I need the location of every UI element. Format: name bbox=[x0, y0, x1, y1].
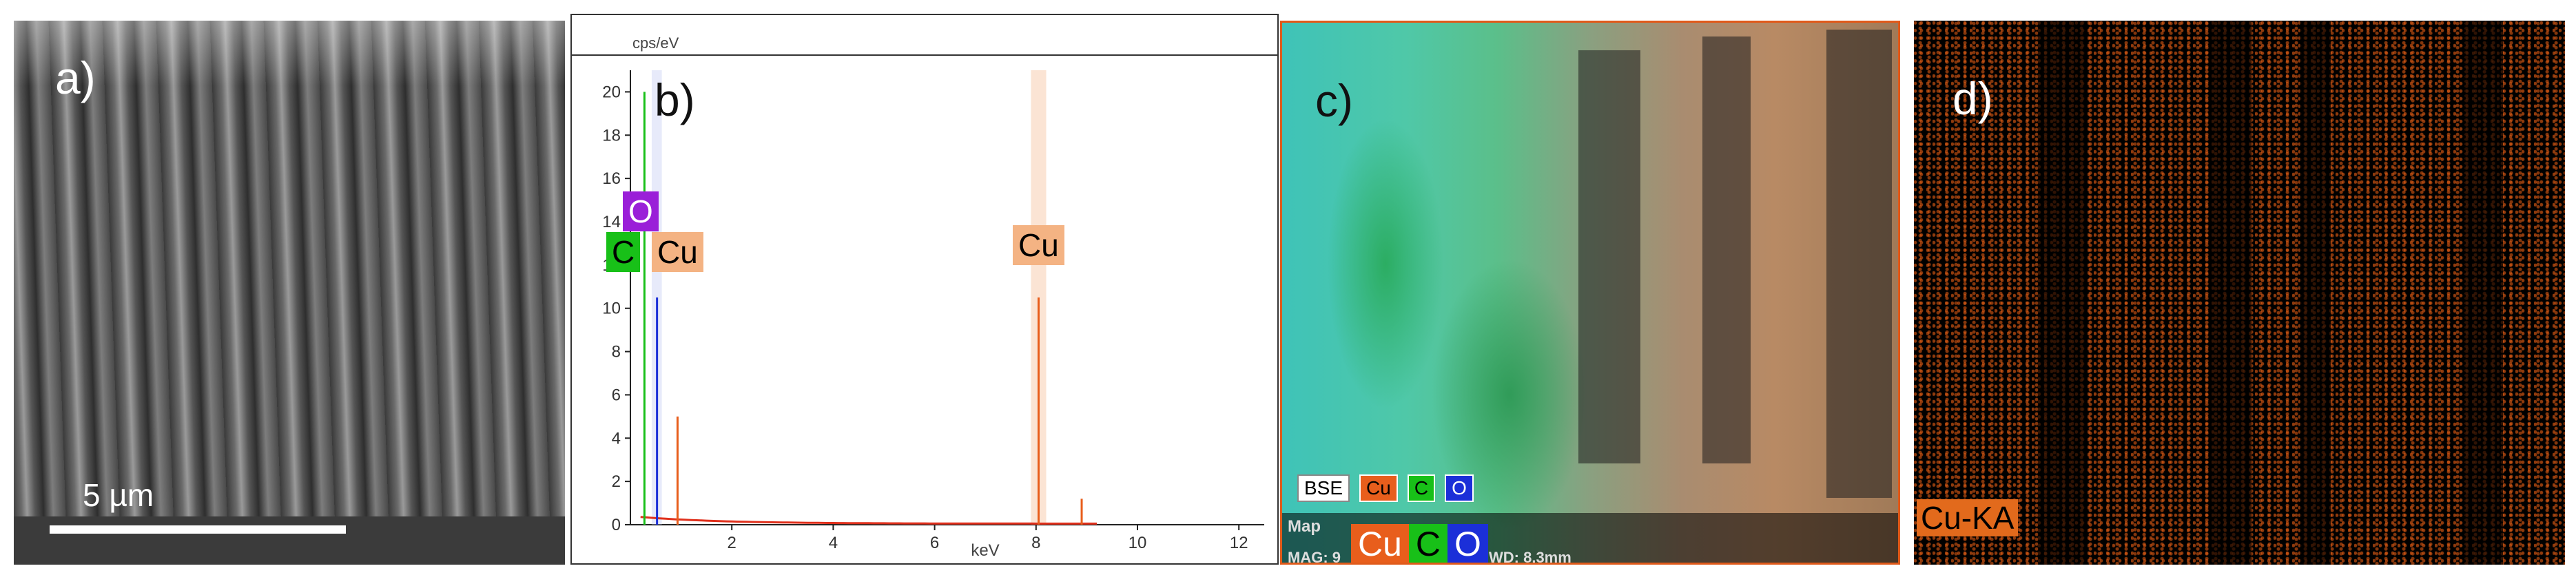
x-tick-label: 4 bbox=[829, 534, 838, 552]
dark-stripe bbox=[2300, 21, 2331, 565]
y-tick-label: 18 bbox=[602, 126, 621, 145]
background-continuum bbox=[640, 516, 1098, 525]
x-tick-label: 6 bbox=[930, 534, 939, 552]
peak-tag-cu-k: Cu bbox=[1013, 225, 1064, 265]
x-tick-label: 8 bbox=[1031, 534, 1040, 552]
working-distance-label: WD: 8.3mm bbox=[1489, 549, 1572, 565]
legend-chip-c: C bbox=[1407, 474, 1436, 502]
dark-stripe bbox=[2210, 21, 2252, 565]
peak-tag-c: C bbox=[606, 232, 641, 272]
element-line-label: Cu-KA bbox=[1917, 499, 2019, 536]
y-tick-label: 16 bbox=[602, 169, 621, 188]
map-mode-label: Map bbox=[1288, 517, 1321, 536]
panel-label-d: d) bbox=[1952, 73, 1993, 124]
eds-map-overlay-panel: c) BSE Cu C O Map MAG: 9 WD: 8.3mm Cu C … bbox=[1280, 21, 1900, 565]
magnification-label: MAG: 9 bbox=[1288, 549, 1341, 565]
x-axis-label: keV bbox=[971, 541, 999, 560]
shadow-band bbox=[1702, 36, 1751, 463]
y-tick-label: 20 bbox=[602, 83, 621, 101]
peak-tag-cu-l: Cu bbox=[652, 232, 703, 272]
dark-stripe bbox=[2465, 21, 2503, 565]
y-tick-label: 14 bbox=[602, 213, 621, 231]
y-tick-label: 8 bbox=[612, 343, 621, 362]
element-tag-o: O bbox=[1447, 524, 1488, 563]
legend-chip-bse: BSE bbox=[1297, 474, 1350, 502]
sem-image-panel: a) 5 µm bbox=[14, 21, 565, 565]
scale-bar bbox=[50, 525, 346, 534]
y-tick-label: 10 bbox=[602, 300, 621, 318]
x-tick-label: 12 bbox=[1230, 534, 1248, 552]
shadow-band bbox=[1578, 50, 1640, 463]
x-tick-label: 2 bbox=[728, 534, 736, 552]
y-tick-label: 6 bbox=[612, 386, 621, 404]
panel-label-c: c) bbox=[1315, 75, 1353, 126]
scale-bar-label: 5 µm bbox=[83, 477, 154, 513]
legend-chip-o: O bbox=[1445, 474, 1474, 502]
y-tick-label: 2 bbox=[612, 472, 621, 491]
y-tick-label: 0 bbox=[612, 516, 621, 534]
cu-ka-map-panel: d) Cu-KA bbox=[1914, 21, 2565, 565]
panel-label-a: a) bbox=[55, 52, 96, 103]
y-unit-label: cps/eV bbox=[632, 34, 679, 52]
y-tick-label: 4 bbox=[612, 429, 621, 448]
element-tag-cu: Cu bbox=[1351, 524, 1409, 563]
eds-spectrum-panel: cps/eV keV 0246810121416182024681012 b) … bbox=[570, 14, 1279, 565]
panel-label-b: b) bbox=[655, 74, 695, 125]
shadow-band bbox=[1826, 30, 1892, 498]
peak-tag-o: O bbox=[623, 191, 659, 231]
channel-legend: BSE Cu C O bbox=[1297, 474, 1474, 502]
dark-stripe bbox=[2038, 21, 2086, 565]
spectrum-chart: cps/eV keV 0246810121416182024681012 bbox=[572, 34, 1277, 560]
x-tick-label: 10 bbox=[1129, 534, 1147, 552]
substrate-region bbox=[14, 516, 565, 565]
element-tag-c: C bbox=[1408, 524, 1448, 563]
legend-chip-cu: Cu bbox=[1359, 474, 1398, 502]
element-tag-group: Cu C O bbox=[1351, 524, 1488, 563]
